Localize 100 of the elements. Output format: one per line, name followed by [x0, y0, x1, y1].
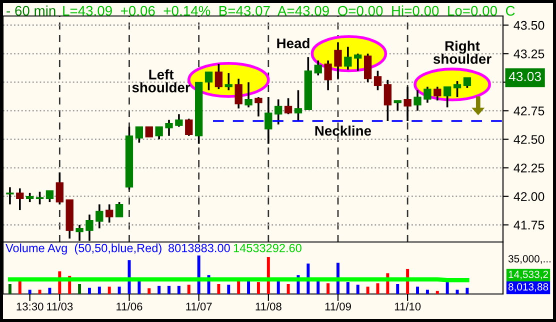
- candlestick: [254, 96, 262, 118]
- bar: [416, 286, 420, 294]
- text: 14,533,2: [508, 270, 548, 280]
- candlestick: [106, 203, 114, 224]
- bar: [148, 288, 151, 294]
- candlestick: [155, 126, 163, 140]
- x-tick-label: 11/03: [47, 302, 73, 310]
- candlestick: [394, 100, 402, 112]
- chart-title: Volume Avg (50,50,blue,Red): [6, 244, 162, 255]
- text: 8013883.00: [168, 244, 230, 252]
- x-tick-label: 11/07: [186, 302, 212, 310]
- bar: [108, 286, 111, 294]
- candlestick: [444, 86, 452, 108]
- bar: [118, 286, 121, 294]
- candlestick: [46, 190, 54, 203]
- ref-line-label: Neckline: [315, 126, 372, 136]
- y-tick-label: 43.50: [514, 20, 544, 30]
- candlestick: [264, 96, 272, 145]
- candlestick: [354, 52, 362, 72]
- candlestick: [324, 60, 332, 92]
- y-tick-label: 42.75: [514, 106, 544, 116]
- candlestick: [145, 126, 153, 138]
- candlestick: [26, 192, 34, 203]
- candlestick: [404, 86, 412, 122]
- annotation: Head: [277, 38, 310, 48]
- bar: [187, 284, 190, 294]
- y-tick-label: 43.25: [514, 49, 544, 58]
- candlestick: [204, 71, 213, 92]
- y-tick-label: 42.50: [514, 135, 544, 144]
- bar: [356, 284, 360, 294]
- bar: [98, 286, 101, 294]
- bar: [256, 282, 260, 294]
- candlestick: [16, 187, 24, 211]
- candlestick: [334, 41, 342, 80]
- candlestick: [115, 201, 124, 218]
- candlestick: [463, 76, 472, 89]
- bar: [88, 288, 91, 294]
- candlestick: [284, 97, 292, 116]
- bar: [446, 282, 449, 294]
- candlestick: [214, 63, 223, 90]
- y-tick-label: 41.75: [514, 220, 544, 230]
- candlestick: [414, 89, 422, 112]
- annotation: Right shoulder: [433, 40, 492, 64]
- bar: [38, 290, 42, 294]
- candlestick: [234, 78, 242, 110]
- candlestick: [453, 80, 462, 98]
- candlestick: [274, 98, 282, 126]
- chart-subtitle: L=43.09 +0.06 +0.14% B=43.07 A=43.09 O=0.00 Hi=0.00 Lo=0.00 C: [63, 6, 515, 16]
- bar: [138, 280, 141, 294]
- candlestick: [244, 81, 252, 108]
- candlestick: [185, 118, 193, 137]
- candlestick: [314, 60, 322, 76]
- candlestick: [96, 203, 104, 230]
- chart-title: - 60 min: [6, 6, 56, 16]
- candlestick: [294, 89, 302, 122]
- text: 8,013,88: [508, 283, 548, 292]
- bar: [217, 284, 220, 294]
- annotation: Left shoulder: [132, 69, 190, 92]
- bar: [168, 286, 170, 294]
- candlestick: [344, 46, 352, 71]
- bar: [177, 286, 180, 294]
- bar: [237, 281, 240, 294]
- bar: [266, 257, 270, 294]
- bar: [326, 283, 330, 294]
- bar: [436, 290, 439, 294]
- candlestick: [165, 118, 173, 137]
- x-tick-label: 11/09: [325, 302, 351, 310]
- text: 43.03: [508, 72, 541, 82]
- bar: [426, 290, 429, 294]
- candlestick: [175, 113, 183, 128]
- x-tick-label: 11/10: [394, 302, 421, 310]
- x-tick-label: 11/08: [256, 302, 282, 310]
- text: 14533292.60: [234, 244, 302, 252]
- bar: [466, 288, 469, 294]
- candlestick: [364, 52, 372, 84]
- y-tick-label: 42.00: [514, 192, 544, 201]
- bar: [48, 288, 52, 294]
- candlestick: [36, 190, 44, 206]
- x-tick-label: 11/06: [116, 302, 142, 310]
- candlestick: [56, 171, 64, 206]
- text: 35,000,...: [508, 255, 550, 264]
- candlestick: [6, 186, 14, 206]
- candlestick: [374, 70, 382, 92]
- y-tick-label: 42.25: [514, 164, 544, 172]
- bar: [28, 290, 32, 294]
- bar: [78, 284, 82, 294]
- bar: [227, 284, 230, 294]
- bar: [158, 286, 161, 294]
- bar: [18, 280, 22, 294]
- candlestick: [384, 79, 392, 122]
- bar: [456, 290, 459, 294]
- bar: [197, 255, 200, 294]
- bar: [366, 286, 370, 294]
- candlestick: [434, 86, 442, 102]
- bar: [396, 284, 400, 294]
- candlestick: [224, 72, 232, 92]
- candlestick: [135, 126, 144, 144]
- bar: [8, 284, 12, 294]
- x-tick-label: 13:30: [16, 302, 44, 310]
- bar: [286, 284, 290, 294]
